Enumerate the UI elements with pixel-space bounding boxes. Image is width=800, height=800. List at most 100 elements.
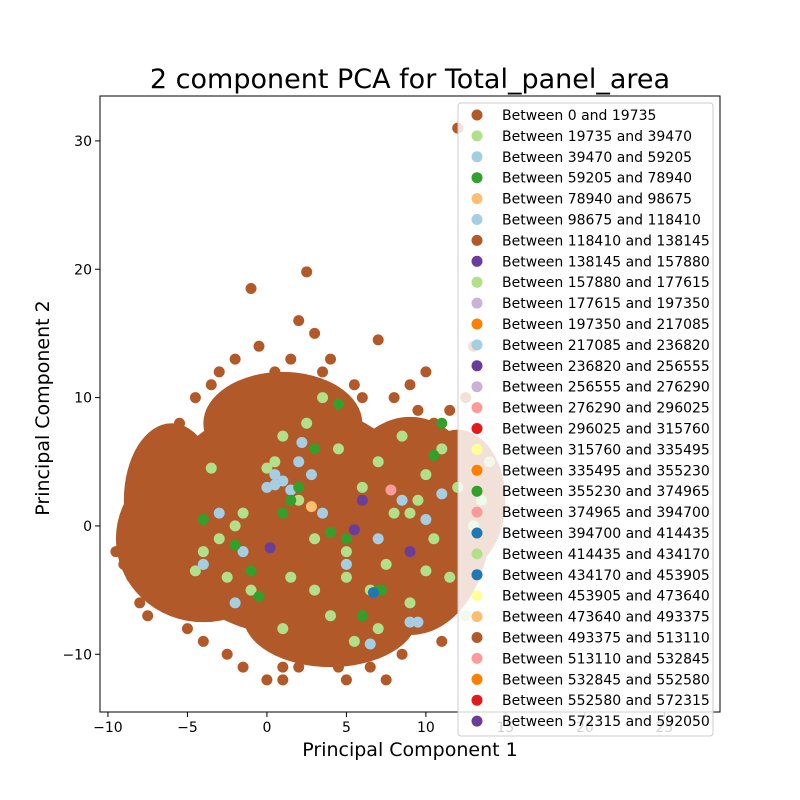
data-point bbox=[396, 430, 408, 442]
legend-label: Between 335495 and 355230 bbox=[502, 463, 710, 479]
data-point bbox=[293, 661, 305, 673]
legend-label: Between 296025 and 315760 bbox=[502, 422, 710, 438]
y-tick-label: 10 bbox=[74, 391, 92, 407]
y-tick-label: 30 bbox=[74, 134, 92, 150]
data-point bbox=[444, 404, 456, 416]
legend-marker bbox=[471, 255, 483, 267]
legend-label: Between 434170 and 453905 bbox=[502, 568, 710, 584]
data-point bbox=[261, 674, 273, 686]
data-point bbox=[356, 494, 368, 506]
data-point bbox=[372, 334, 384, 346]
data-point bbox=[213, 507, 225, 519]
plot-frame bbox=[99, 95, 721, 713]
data-point bbox=[237, 507, 249, 519]
legend-label: Between 513110 and 532845 bbox=[502, 651, 710, 667]
data-point bbox=[309, 327, 321, 339]
data-point bbox=[166, 443, 178, 455]
legend-label: Between 118410 and 138145 bbox=[502, 233, 710, 249]
data-point bbox=[166, 546, 178, 558]
data-point bbox=[348, 379, 360, 391]
cluster-blob bbox=[203, 371, 363, 475]
y-tick-label: 20 bbox=[74, 262, 92, 278]
legend-label: Between 217085 and 236820 bbox=[502, 338, 710, 354]
data-point bbox=[340, 558, 352, 570]
data-point bbox=[229, 539, 241, 551]
data-point bbox=[181, 623, 193, 635]
legend-label: Between 138145 and 157880 bbox=[502, 254, 710, 270]
data-point bbox=[428, 533, 440, 545]
data-point bbox=[404, 379, 416, 391]
data-point bbox=[420, 514, 432, 525]
data-point bbox=[277, 494, 289, 506]
data-point bbox=[245, 565, 257, 577]
data-point bbox=[325, 623, 337, 635]
data-point bbox=[356, 533, 368, 545]
legend-marker bbox=[471, 569, 483, 581]
chart-title: 2 component PCA for Total_panel_area bbox=[150, 64, 670, 95]
data-point bbox=[134, 597, 146, 609]
data-point bbox=[412, 404, 424, 416]
data-point bbox=[245, 584, 257, 596]
data-point bbox=[126, 571, 138, 583]
data-point bbox=[372, 456, 384, 468]
legend-marker bbox=[471, 443, 483, 455]
data-point bbox=[221, 648, 233, 660]
legend-marker bbox=[471, 464, 483, 476]
data-point bbox=[325, 597, 337, 609]
data-point bbox=[296, 437, 308, 448]
data-point bbox=[356, 610, 368, 622]
legend-marker bbox=[471, 652, 483, 664]
data-point bbox=[261, 520, 273, 532]
data-point bbox=[237, 546, 249, 558]
y-tick-label: −10 bbox=[62, 647, 92, 663]
data-point bbox=[229, 520, 241, 532]
legend-marker bbox=[471, 506, 483, 518]
legend-label: Between 157880 and 177615 bbox=[502, 275, 710, 291]
data-point bbox=[197, 635, 209, 647]
legend-label: Between 256555 and 276290 bbox=[502, 380, 710, 396]
data-point bbox=[305, 469, 317, 481]
data-point bbox=[110, 546, 122, 558]
data-point bbox=[189, 392, 201, 404]
data-point bbox=[412, 616, 424, 628]
data-point bbox=[404, 597, 416, 609]
legend-label: Between 355230 and 374965 bbox=[502, 484, 710, 500]
data-point bbox=[293, 456, 305, 468]
data-point bbox=[189, 565, 201, 577]
legend-label: Between 197350 and 217085 bbox=[502, 317, 710, 333]
x-tick-label: 5 bbox=[342, 720, 351, 736]
x-tick-label: 10 bbox=[417, 720, 435, 736]
data-point bbox=[293, 494, 305, 506]
legend-label: Between 374965 and 394700 bbox=[502, 505, 710, 521]
data-point bbox=[309, 635, 321, 647]
data-point bbox=[340, 674, 352, 686]
data-point bbox=[364, 661, 376, 673]
legend-label: Between 236820 and 256555 bbox=[502, 359, 710, 375]
data-point bbox=[277, 674, 289, 686]
data-point bbox=[325, 353, 337, 365]
data-point bbox=[309, 584, 321, 596]
data-point bbox=[261, 462, 273, 474]
data-point bbox=[118, 558, 130, 570]
data-point bbox=[173, 417, 185, 429]
data-point bbox=[372, 597, 384, 609]
data-point bbox=[380, 558, 392, 570]
x-axis-label: Principal Component 1 bbox=[302, 739, 517, 761]
data-point bbox=[404, 616, 416, 628]
data-point bbox=[340, 546, 352, 558]
data-point bbox=[372, 533, 384, 545]
data-point bbox=[428, 417, 440, 429]
data-point bbox=[380, 674, 392, 686]
data-point bbox=[197, 546, 209, 558]
data-point bbox=[221, 571, 233, 583]
data-point bbox=[388, 507, 400, 519]
data-point bbox=[340, 623, 352, 635]
legend-marker bbox=[471, 590, 483, 602]
data-point bbox=[348, 524, 360, 536]
legend-label: Between 78940 and 98675 bbox=[502, 192, 692, 208]
y-tick-label: 0 bbox=[83, 519, 92, 535]
data-point bbox=[325, 610, 337, 622]
data-point bbox=[396, 648, 408, 660]
legend-label: Between 394700 and 414435 bbox=[502, 526, 710, 542]
